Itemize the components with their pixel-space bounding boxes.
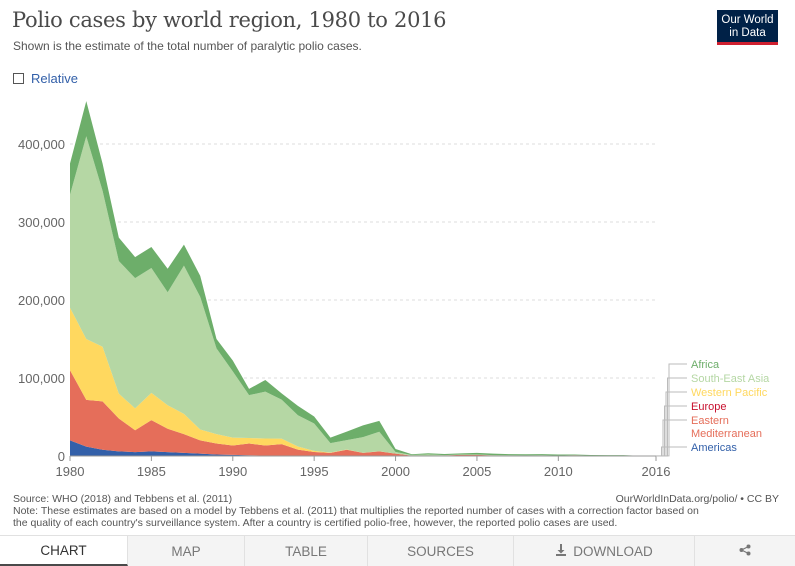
legend-connector <box>656 405 687 457</box>
tab-sources[interactable]: SOURCES <box>368 536 514 566</box>
tab-download-label: DOWNLOAD <box>573 543 653 559</box>
note-line-2: the quality of each country's surveillan… <box>13 517 618 529</box>
series-label: Mediterranean <box>691 428 762 440</box>
chart-title: Polio cases by world region, 1980 to 201… <box>12 8 447 32</box>
download-icon <box>555 543 567 559</box>
legend-connector <box>656 446 687 457</box>
tab-map-label: MAP <box>171 543 201 559</box>
tab-table[interactable]: TABLE <box>245 536 368 566</box>
source-text: Source: WHO (2018) and Tebbens et al. (2… <box>13 493 233 505</box>
y-tick-label: 0 <box>58 449 65 464</box>
owid-url[interactable]: OurWorldInData.org/polio/ • CC BY <box>615 493 779 505</box>
x-tick-label: 1995 <box>300 464 329 479</box>
share-icon <box>739 544 751 559</box>
x-tick-label: 1985 <box>137 464 166 479</box>
area-americas <box>70 440 656 456</box>
x-tick-label: 2000 <box>381 464 410 479</box>
x-tick-label: 1990 <box>218 464 247 479</box>
tab-chart-label: CHART <box>40 542 87 558</box>
note-line-1: Note: These estimates are based on a mod… <box>13 505 699 517</box>
x-tick-label: 1980 <box>56 464 85 479</box>
legend-connector <box>656 419 687 457</box>
relative-toggle[interactable]: Relative <box>13 71 78 86</box>
legend-connector <box>656 391 687 457</box>
area-south-east-asia <box>70 136 656 456</box>
tab-sources-label: SOURCES <box>407 543 474 559</box>
x-tick-label: 2016 <box>642 464 671 479</box>
series-label: Americas <box>691 442 737 454</box>
note-text: Note: These estimates are based on a mod… <box>13 505 753 529</box>
tab-chart[interactable]: CHART <box>0 536 128 566</box>
relative-checkbox[interactable] <box>13 73 24 84</box>
y-tick-label: 400,000 <box>18 137 65 152</box>
tab-download[interactable]: DOWNLOAD <box>514 536 695 566</box>
series-label: Africa <box>691 359 720 371</box>
chart-plot: 0 100,000 200,000 300,000 400,000 1980 1985 199… <box>18 101 770 479</box>
y-tick-label: 300,000 <box>18 215 65 230</box>
y-tick-label: 200,000 <box>18 293 65 308</box>
series-label: South-East Asia <box>691 373 770 385</box>
legend-connector <box>656 377 687 457</box>
tab-share[interactable] <box>695 536 795 566</box>
tab-table-label: TABLE <box>285 543 327 559</box>
area-eastern-mediterranean <box>70 370 656 456</box>
logo-line-2: in Data <box>729 27 766 39</box>
x-tick-label: 2010 <box>544 464 573 479</box>
logo-line-1: Our World <box>721 14 774 26</box>
tab-map[interactable]: MAP <box>128 536 245 566</box>
series-label: Europe <box>691 401 726 413</box>
series-label: Western Pacific <box>691 387 768 399</box>
tab-bar: CHART MAP TABLE SOURCES DOWNLOAD <box>0 535 795 566</box>
y-tick-label: 100,000 <box>18 371 65 386</box>
x-tick-label: 2005 <box>462 464 491 479</box>
relative-label: Relative <box>31 71 78 86</box>
chart-subtitle: Shown is the estimate of the total numbe… <box>13 39 362 53</box>
owid-logo[interactable]: Our World in Data <box>717 10 778 45</box>
series-label: Eastern <box>691 415 729 427</box>
